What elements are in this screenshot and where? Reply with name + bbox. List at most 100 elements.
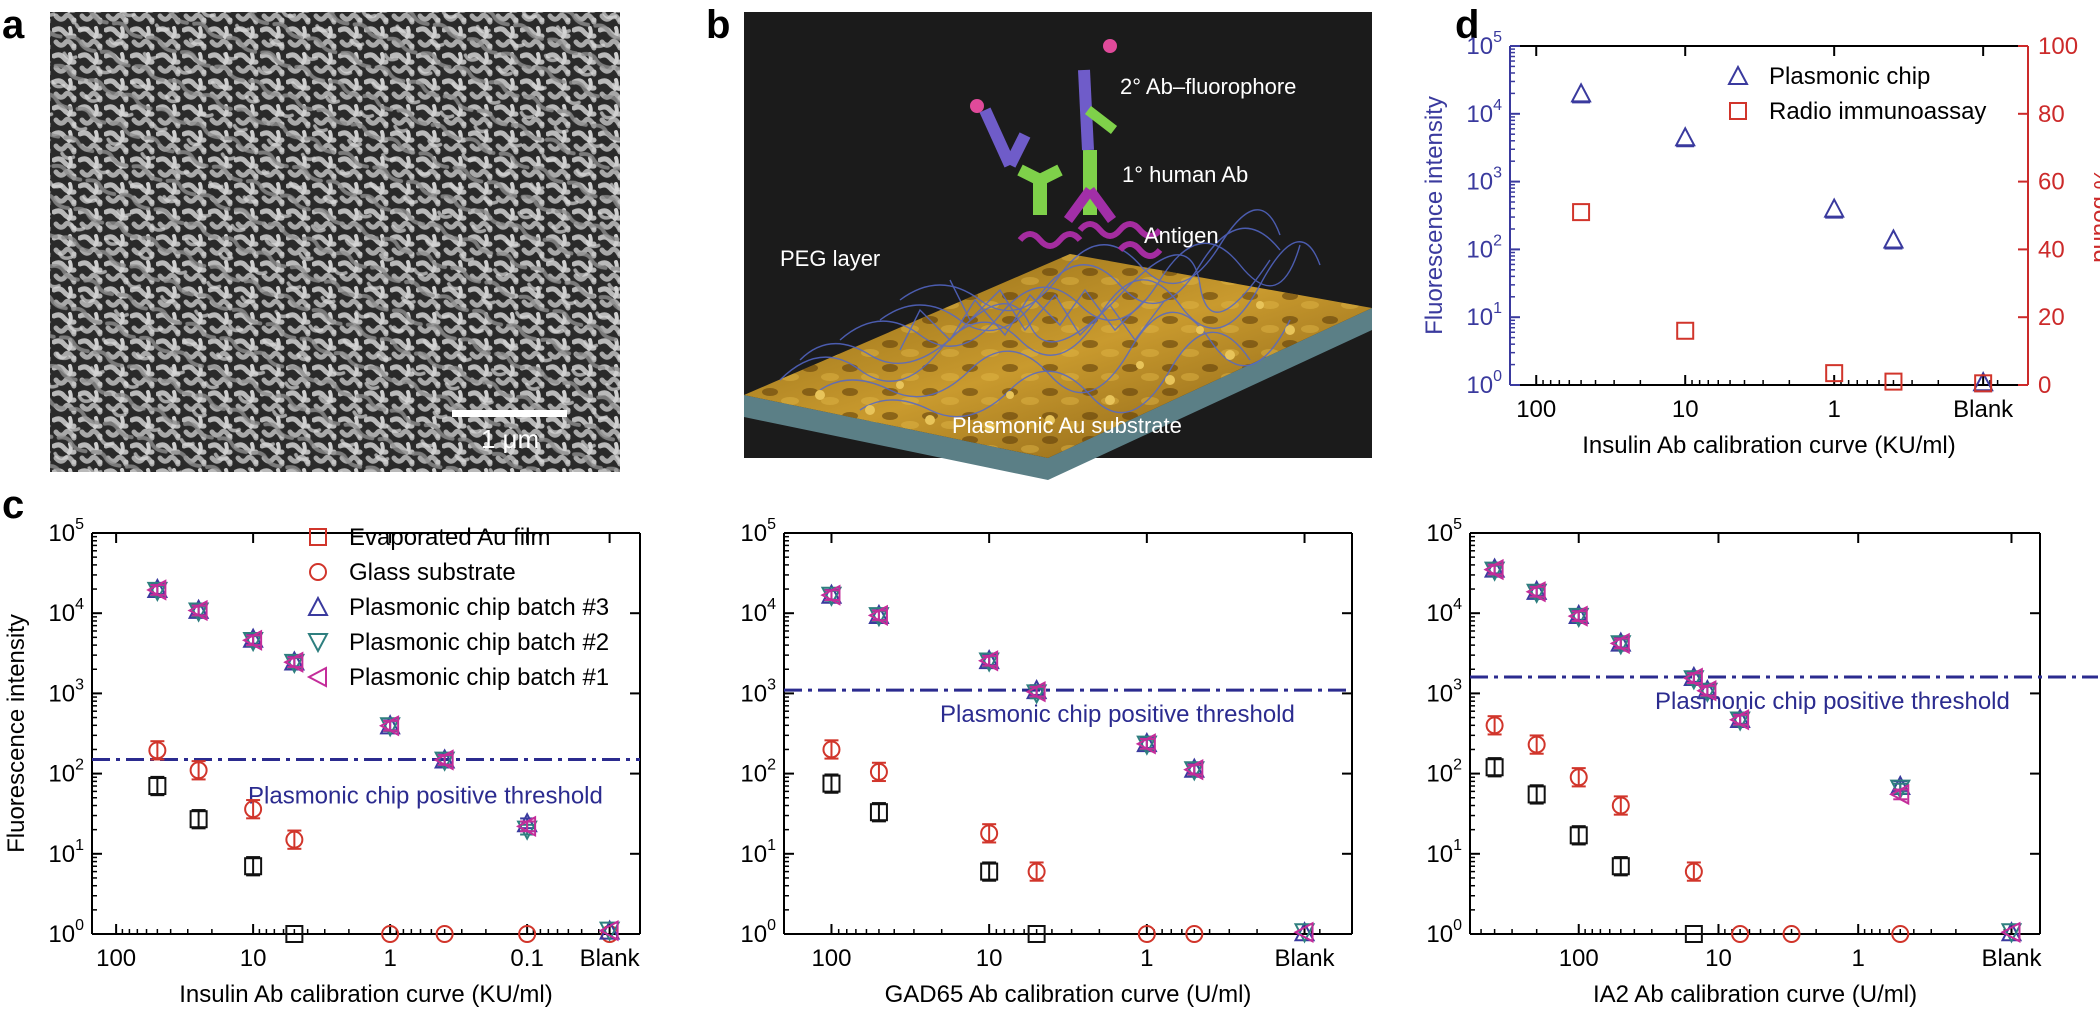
legend-marker — [307, 595, 329, 616]
data-point — [1825, 364, 1844, 383]
panel-letter-c: c — [2, 483, 24, 527]
y-tick-exponent: 5 — [75, 516, 84, 533]
data-point — [1674, 126, 1696, 147]
data-point — [978, 652, 1000, 673]
y-tick-label: 101 — [740, 837, 776, 868]
x-tick-label: 0.1 — [510, 945, 543, 972]
panel-letter-d: d — [1455, 3, 1479, 47]
x-axis-title: Insulin Ab calibration curve (KU/ml) — [1582, 432, 1955, 459]
data-point — [1293, 923, 1316, 944]
x-tick-label: Blank — [1275, 945, 1336, 972]
y-tick-label: 104 — [1466, 97, 1502, 128]
y-tick-label: 103 — [740, 676, 776, 707]
data-point — [1569, 826, 1588, 845]
data-point — [244, 857, 263, 876]
data-point — [1483, 558, 1504, 581]
legend-label: Plasmonic chip batch #1 — [349, 664, 609, 691]
panel-letter-b: b — [706, 3, 730, 47]
y-tick-exponent: 0 — [1493, 368, 1502, 385]
legend-label: Plasmonic chip batch #3 — [349, 594, 609, 621]
y-tick-label: 103 — [1466, 165, 1502, 196]
data-point — [2000, 921, 2021, 943]
data-point — [283, 650, 306, 671]
data-point — [598, 920, 619, 942]
y-tick-label: 103 — [48, 676, 84, 707]
y2-axis-title: % bound — [2088, 168, 2100, 263]
data-point — [187, 599, 208, 622]
x-tick-label: Blank — [1981, 945, 2042, 972]
data-point — [1183, 761, 1205, 782]
peg-layer — [779, 209, 1321, 418]
y-tick-exponent: 2 — [1453, 757, 1462, 774]
data-point — [1183, 758, 1204, 781]
y-tick-label: 103 — [1426, 676, 1462, 707]
data-point — [869, 762, 888, 781]
legend-marker — [309, 563, 327, 581]
data-point — [1823, 197, 1845, 218]
y-tick-exponent: 1 — [75, 837, 84, 854]
sem-image: 1 μm — [50, 12, 620, 472]
y-tick-label: 104 — [740, 596, 776, 627]
data-point — [189, 761, 208, 780]
data-point — [189, 810, 208, 829]
data-point — [283, 651, 304, 673]
y-tick-label: 104 — [1426, 596, 1462, 627]
schematic-illustration: 2° Ab–fluorophore 1° human Ab Antigen PE… — [744, 12, 1372, 480]
panel-letter-a: a — [2, 3, 25, 47]
data-point — [1684, 925, 1703, 943]
data-point — [1485, 758, 1504, 777]
y2-tick-label: 0 — [2038, 372, 2051, 399]
y2-tick-label: 60 — [2038, 169, 2065, 196]
data-point — [1025, 681, 1046, 703]
threshold-label: Plasmonic chip positive threshold — [940, 701, 1295, 728]
substrate-side — [744, 308, 1372, 480]
y-tick-exponent: 0 — [1453, 917, 1462, 934]
y-tick-exponent: 2 — [75, 757, 84, 774]
legend-label: Evaporated Au film — [349, 524, 550, 551]
y-tick-exponent: 3 — [75, 676, 84, 693]
y-tick-exponent: 1 — [1493, 300, 1502, 317]
y-tick-label: 100 — [48, 917, 84, 948]
legend-label: Glass substrate — [349, 559, 516, 586]
y-tick-exponent: 2 — [1493, 232, 1502, 249]
y-tick-label: 105 — [48, 516, 84, 547]
y2-tick-label: 20 — [2038, 304, 2065, 331]
data-point — [1889, 783, 1910, 806]
data-point — [1882, 228, 1905, 249]
data-point — [1137, 925, 1156, 943]
legend-label: Plasmonic chip batch #2 — [349, 629, 609, 656]
data-point — [518, 925, 537, 943]
y-tick-label: 100 — [1466, 368, 1502, 399]
legend-marker — [1729, 102, 1747, 120]
y-tick-exponent: 0 — [767, 917, 776, 934]
fluorophore-icon — [970, 39, 1117, 113]
data-point — [1611, 857, 1630, 876]
y-tick-exponent: 1 — [1453, 837, 1462, 854]
x-axis-title: GAD65 Ab calibration curve (U/ml) — [885, 981, 1252, 1008]
y-axis-title: Fluorescence intensity — [3, 614, 30, 853]
label-antigen: Antigen — [1144, 223, 1219, 248]
legend-marker — [307, 633, 329, 654]
x-tick-label: Blank — [1953, 396, 2014, 423]
data-point — [2000, 923, 2023, 944]
data-point — [868, 607, 890, 628]
y-tick-exponent: 5 — [767, 516, 776, 533]
primary-antibody — [1017, 150, 1117, 223]
x-tick-label: 1 — [1828, 396, 1841, 423]
data-point — [978, 648, 1000, 670]
y-tick-label: 102 — [740, 757, 776, 788]
data-point — [433, 749, 454, 771]
y2-tick-label: 80 — [2038, 101, 2065, 128]
data-point — [1485, 716, 1504, 735]
data-point — [1027, 925, 1046, 943]
data-point — [598, 921, 621, 942]
y-tick-exponent: 4 — [1493, 97, 1502, 114]
data-point — [1974, 374, 1993, 393]
x-tick-label: 1 — [383, 945, 396, 972]
data-point — [515, 815, 537, 837]
data-point — [1884, 372, 1903, 391]
data-point — [820, 584, 841, 606]
gold-nanoparticles — [815, 301, 1295, 433]
x-tick-label: 10 — [1672, 396, 1699, 423]
